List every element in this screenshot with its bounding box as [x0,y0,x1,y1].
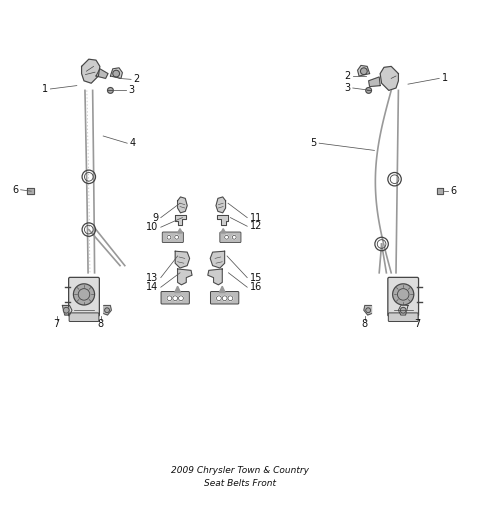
FancyBboxPatch shape [69,278,99,316]
Circle shape [393,284,414,305]
FancyBboxPatch shape [220,232,241,243]
Text: 9: 9 [152,212,158,223]
Circle shape [63,307,69,313]
Circle shape [366,88,372,93]
Polygon shape [219,286,225,292]
Text: 14: 14 [146,282,158,292]
Circle shape [216,296,221,301]
Polygon shape [380,67,398,91]
Circle shape [108,88,113,93]
Text: 13: 13 [146,272,158,283]
Polygon shape [62,306,72,315]
Polygon shape [398,306,408,315]
Polygon shape [369,77,380,87]
FancyBboxPatch shape [69,313,99,322]
Polygon shape [96,69,108,78]
Text: 8: 8 [362,319,368,329]
Polygon shape [27,188,34,194]
Text: 1: 1 [42,84,48,94]
FancyBboxPatch shape [388,313,418,322]
Polygon shape [217,215,228,225]
Polygon shape [175,215,186,225]
Polygon shape [221,229,226,233]
Circle shape [173,296,178,301]
Circle shape [400,307,406,313]
Polygon shape [110,68,122,78]
Text: 4: 4 [130,138,136,148]
Circle shape [232,236,236,239]
Circle shape [175,236,179,239]
Polygon shape [208,269,222,285]
Polygon shape [358,66,370,76]
Text: 5: 5 [311,138,317,148]
Text: 2009 Chrysler Town & Country
Seat Belts Front: 2009 Chrysler Town & Country Seat Belts … [171,466,309,487]
Circle shape [113,70,120,77]
Polygon shape [216,197,226,213]
Polygon shape [178,269,192,285]
Circle shape [73,284,95,305]
FancyBboxPatch shape [162,232,183,243]
Polygon shape [364,306,372,315]
Polygon shape [178,229,182,233]
Polygon shape [210,251,225,268]
Circle shape [225,236,228,239]
Circle shape [105,308,109,313]
Circle shape [167,296,172,301]
Text: 6: 6 [450,186,456,196]
Text: 7: 7 [414,319,421,329]
Circle shape [222,296,227,301]
Text: 10: 10 [146,222,158,232]
Text: 1: 1 [442,73,448,83]
Polygon shape [82,59,100,83]
Circle shape [228,296,233,301]
Polygon shape [175,286,180,292]
Polygon shape [175,251,190,268]
Circle shape [366,308,371,313]
Text: 2: 2 [133,74,140,84]
Text: 16: 16 [250,282,262,292]
Text: 8: 8 [98,319,104,329]
FancyBboxPatch shape [161,291,189,304]
Text: 7: 7 [53,319,60,329]
Text: 12: 12 [250,221,262,231]
FancyBboxPatch shape [388,278,419,316]
Circle shape [167,236,171,239]
Circle shape [360,68,367,75]
Polygon shape [437,188,443,194]
FancyBboxPatch shape [210,291,239,304]
Text: 15: 15 [250,272,262,283]
Text: 6: 6 [12,185,18,195]
Text: 3: 3 [128,86,134,95]
Polygon shape [104,306,111,315]
Text: 3: 3 [344,83,350,93]
Circle shape [179,296,183,301]
Text: 2: 2 [344,71,350,81]
Text: 11: 11 [250,212,262,223]
Polygon shape [178,197,187,213]
